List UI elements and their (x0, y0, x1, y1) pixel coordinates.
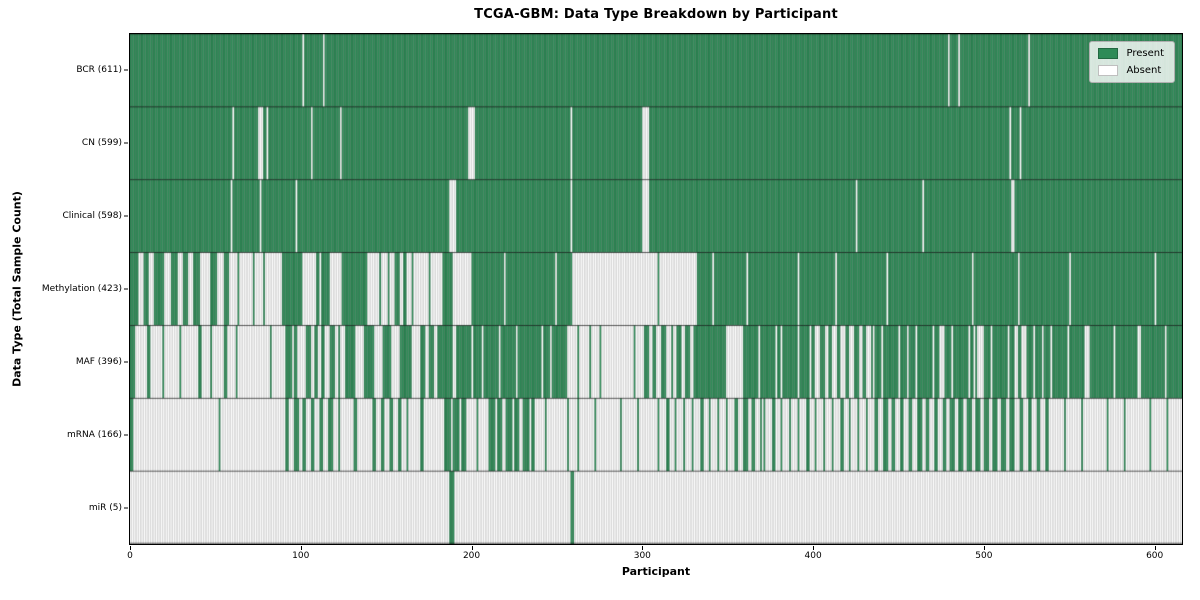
legend-item-present: Present (1098, 48, 1164, 59)
y-tick-mark (124, 69, 128, 71)
x-tick-label: 0 (127, 551, 133, 561)
x-tick-mark (130, 546, 131, 550)
absent-swatch (1098, 65, 1119, 76)
y-axis-label: Data Type (Total Sample Count) (10, 191, 24, 387)
y-tick-label-mRNA: mRNA (166) (67, 429, 122, 440)
x-tick-mark (642, 546, 644, 550)
plot-area: Present Absent (129, 33, 1183, 545)
x-axis-label: Participant (621, 565, 691, 578)
y-tick-mark (124, 507, 128, 509)
y-tick-label-miR: miR (5) (88, 502, 122, 513)
y-tick-mark (124, 361, 128, 363)
x-tick-mark (983, 546, 985, 550)
chart-title: TCGA-GBM: Data Type Breakdown by Partici… (474, 7, 838, 22)
y-tick-mark (124, 288, 128, 290)
legend-item-absent: Absent (1098, 65, 1164, 76)
x-tick-label: 300 (633, 551, 651, 561)
x-tick-label: 400 (804, 551, 822, 561)
x-tick-mark (1154, 546, 1156, 550)
x-tick-mark (300, 546, 302, 550)
y-tick-mark (124, 434, 128, 436)
legend-label-present: Present (1126, 48, 1164, 59)
y-tick-mark (124, 215, 128, 217)
x-tick-label: 500 (975, 551, 993, 561)
x-tick-label: 200 (462, 551, 481, 561)
x-tick-label: 100 (292, 551, 310, 561)
y-tick-label-MAF: MAF (396) (75, 356, 122, 367)
y-tick-mark (124, 142, 128, 144)
y-tick-label-Methylation: Methylation (423) (41, 284, 122, 294)
y-tick-label-Clinical: Clinical (598) (62, 211, 122, 222)
legend-label-absent: Absent (1126, 65, 1162, 76)
legend: Present Absent (1089, 41, 1175, 83)
x-tick-label: 600 (1146, 551, 1164, 561)
y-tick-label-CN: CN (599) (81, 138, 122, 149)
y-tick-label-BCR: BCR (611) (76, 65, 122, 76)
present-swatch (1098, 48, 1119, 59)
heatmap-canvas (130, 34, 1182, 544)
x-tick-mark (471, 546, 473, 550)
x-tick-mark (813, 546, 815, 550)
